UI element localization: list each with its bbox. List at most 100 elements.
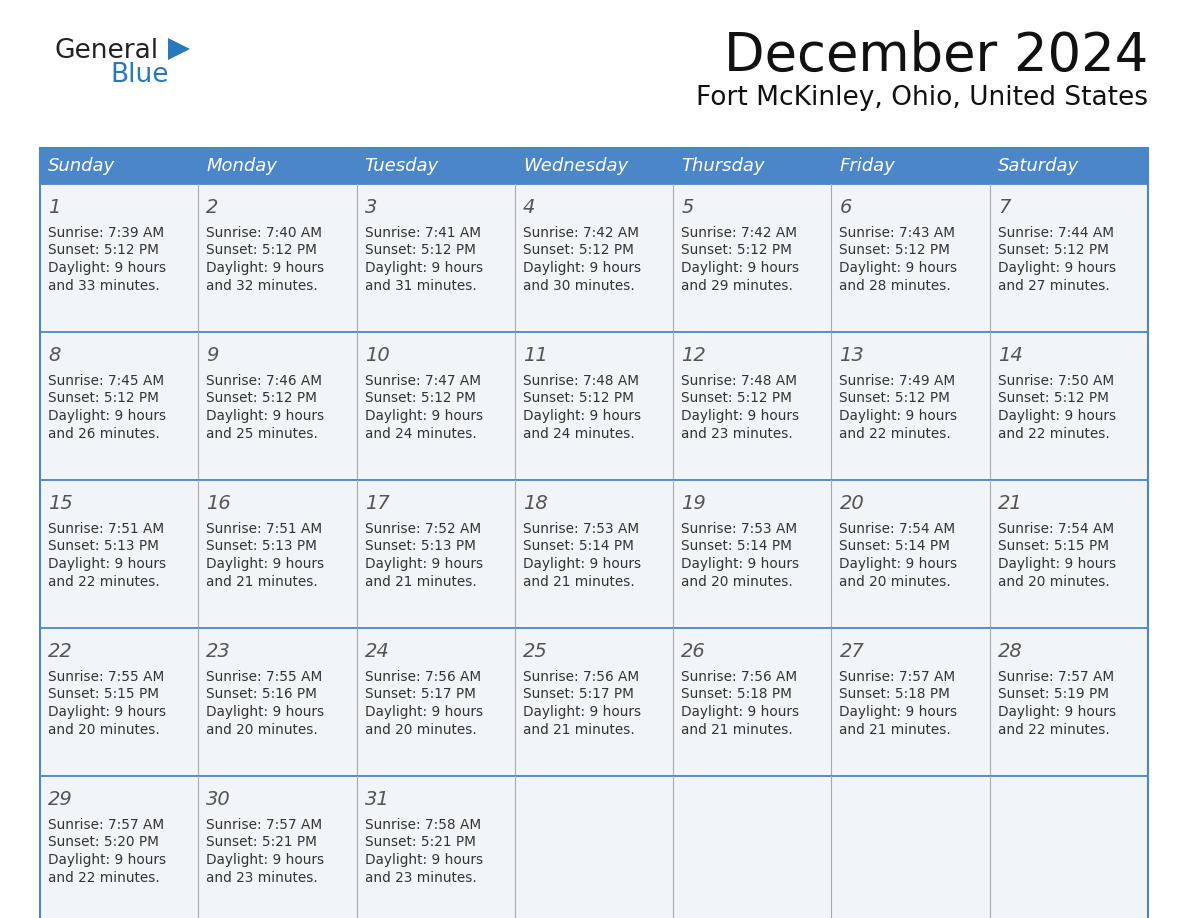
Text: Sunset: 5:14 PM: Sunset: 5:14 PM [681,540,792,554]
Text: 20: 20 [840,494,864,513]
Text: Sunset: 5:18 PM: Sunset: 5:18 PM [840,688,950,701]
Text: Sunset: 5:14 PM: Sunset: 5:14 PM [523,540,633,554]
Text: Daylight: 9 hours: Daylight: 9 hours [48,705,166,719]
Text: Sunrise: 7:47 AM: Sunrise: 7:47 AM [365,374,481,388]
Text: and 21 minutes.: and 21 minutes. [207,575,318,588]
Text: 23: 23 [207,642,230,661]
Bar [40,148,1148,184]
Text: General: General [55,38,159,64]
Text: Sunset: 5:18 PM: Sunset: 5:18 PM [681,688,792,701]
Text: Daylight: 9 hours: Daylight: 9 hours [365,853,482,867]
Text: Daylight: 9 hours: Daylight: 9 hours [840,261,958,275]
Text: Daylight: 9 hours: Daylight: 9 hours [207,409,324,423]
Text: Sunrise: 7:50 AM: Sunrise: 7:50 AM [998,374,1114,388]
Text: 7: 7 [998,198,1010,217]
Text: 6: 6 [840,198,852,217]
Text: and 20 minutes.: and 20 minutes. [998,575,1110,588]
Text: Daylight: 9 hours: Daylight: 9 hours [48,261,166,275]
Text: Daylight: 9 hours: Daylight: 9 hours [998,557,1116,571]
Polygon shape [168,38,190,60]
Text: Sunset: 5:12 PM: Sunset: 5:12 PM [840,391,950,406]
Text: Sunset: 5:15 PM: Sunset: 5:15 PM [998,540,1108,554]
Text: Sunrise: 7:57 AM: Sunrise: 7:57 AM [998,670,1114,684]
Text: and 25 minutes.: and 25 minutes. [207,427,318,441]
Text: Daylight: 9 hours: Daylight: 9 hours [48,853,166,867]
Text: Saturday: Saturday [998,157,1079,175]
Text: Sunrise: 7:56 AM: Sunrise: 7:56 AM [523,670,639,684]
Text: 13: 13 [840,346,864,365]
Text: Daylight: 9 hours: Daylight: 9 hours [207,853,324,867]
Text: and 21 minutes.: and 21 minutes. [523,722,634,736]
Text: Daylight: 9 hours: Daylight: 9 hours [365,409,482,423]
Text: and 23 minutes.: and 23 minutes. [681,427,792,441]
Text: 17: 17 [365,494,390,513]
Text: Daylight: 9 hours: Daylight: 9 hours [365,705,482,719]
Text: Sunrise: 7:56 AM: Sunrise: 7:56 AM [365,670,481,684]
Text: 21: 21 [998,494,1023,513]
Text: Daylight: 9 hours: Daylight: 9 hours [998,409,1116,423]
Text: 31: 31 [365,790,390,809]
Text: and 21 minutes.: and 21 minutes. [681,722,792,736]
Text: 18: 18 [523,494,548,513]
Text: Daylight: 9 hours: Daylight: 9 hours [365,557,482,571]
Text: Daylight: 9 hours: Daylight: 9 hours [840,409,958,423]
Text: 9: 9 [207,346,219,365]
Text: and 21 minutes.: and 21 minutes. [365,575,476,588]
Text: Fort McKinley, Ohio, United States: Fort McKinley, Ohio, United States [696,85,1148,111]
Text: and 22 minutes.: and 22 minutes. [998,427,1110,441]
Text: Sunset: 5:12 PM: Sunset: 5:12 PM [998,243,1108,258]
Text: 28: 28 [998,642,1023,661]
Text: 8: 8 [48,346,61,365]
Text: 1: 1 [48,198,61,217]
Text: and 22 minutes.: and 22 minutes. [998,722,1110,736]
Text: 19: 19 [681,494,706,513]
Text: Sunset: 5:13 PM: Sunset: 5:13 PM [207,540,317,554]
Text: Daylight: 9 hours: Daylight: 9 hours [998,261,1116,275]
Text: 16: 16 [207,494,230,513]
Text: Thursday: Thursday [681,157,765,175]
Text: 15: 15 [48,494,72,513]
Text: Sunrise: 7:55 AM: Sunrise: 7:55 AM [48,670,164,684]
Text: and 22 minutes.: and 22 minutes. [48,870,159,885]
Text: Sunset: 5:12 PM: Sunset: 5:12 PM [365,243,475,258]
Text: Sunrise: 7:39 AM: Sunrise: 7:39 AM [48,226,164,240]
Text: Sunrise: 7:51 AM: Sunrise: 7:51 AM [207,522,322,536]
Text: Sunrise: 7:42 AM: Sunrise: 7:42 AM [523,226,639,240]
Text: Daylight: 9 hours: Daylight: 9 hours [681,705,800,719]
Text: Daylight: 9 hours: Daylight: 9 hours [523,409,642,423]
Text: and 32 minutes.: and 32 minutes. [207,278,318,293]
Text: Sunrise: 7:58 AM: Sunrise: 7:58 AM [365,818,481,832]
Text: and 21 minutes.: and 21 minutes. [840,722,952,736]
Text: and 33 minutes.: and 33 minutes. [48,278,159,293]
Text: and 30 minutes.: and 30 minutes. [523,278,634,293]
Text: 3: 3 [365,198,377,217]
Bar [40,628,1148,776]
Text: Daylight: 9 hours: Daylight: 9 hours [681,261,800,275]
Text: Sunrise: 7:48 AM: Sunrise: 7:48 AM [523,374,639,388]
Text: Sunset: 5:17 PM: Sunset: 5:17 PM [365,688,475,701]
Text: Sunset: 5:12 PM: Sunset: 5:12 PM [681,391,792,406]
Text: Sunrise: 7:57 AM: Sunrise: 7:57 AM [840,670,955,684]
Text: Sunset: 5:12 PM: Sunset: 5:12 PM [48,391,159,406]
Text: 30: 30 [207,790,230,809]
Text: Sunrise: 7:57 AM: Sunrise: 7:57 AM [48,818,164,832]
Text: and 26 minutes.: and 26 minutes. [48,427,159,441]
Text: and 29 minutes.: and 29 minutes. [681,278,794,293]
Text: Daylight: 9 hours: Daylight: 9 hours [523,261,642,275]
Text: Daylight: 9 hours: Daylight: 9 hours [523,557,642,571]
Text: Daylight: 9 hours: Daylight: 9 hours [840,705,958,719]
Text: Sunrise: 7:40 AM: Sunrise: 7:40 AM [207,226,322,240]
Text: Sunrise: 7:54 AM: Sunrise: 7:54 AM [840,522,955,536]
Text: Sunrise: 7:52 AM: Sunrise: 7:52 AM [365,522,481,536]
Text: Daylight: 9 hours: Daylight: 9 hours [681,557,800,571]
Text: 5: 5 [681,198,694,217]
Text: Sunrise: 7:45 AM: Sunrise: 7:45 AM [48,374,164,388]
Text: and 22 minutes.: and 22 minutes. [48,575,159,588]
Text: Sunrise: 7:53 AM: Sunrise: 7:53 AM [681,522,797,536]
Text: Tuesday: Tuesday [365,157,438,175]
Text: Sunset: 5:12 PM: Sunset: 5:12 PM [523,391,633,406]
Text: and 20 minutes.: and 20 minutes. [840,575,952,588]
Text: Sunrise: 7:44 AM: Sunrise: 7:44 AM [998,226,1113,240]
Text: 24: 24 [365,642,390,661]
Text: Sunset: 5:20 PM: Sunset: 5:20 PM [48,835,159,849]
